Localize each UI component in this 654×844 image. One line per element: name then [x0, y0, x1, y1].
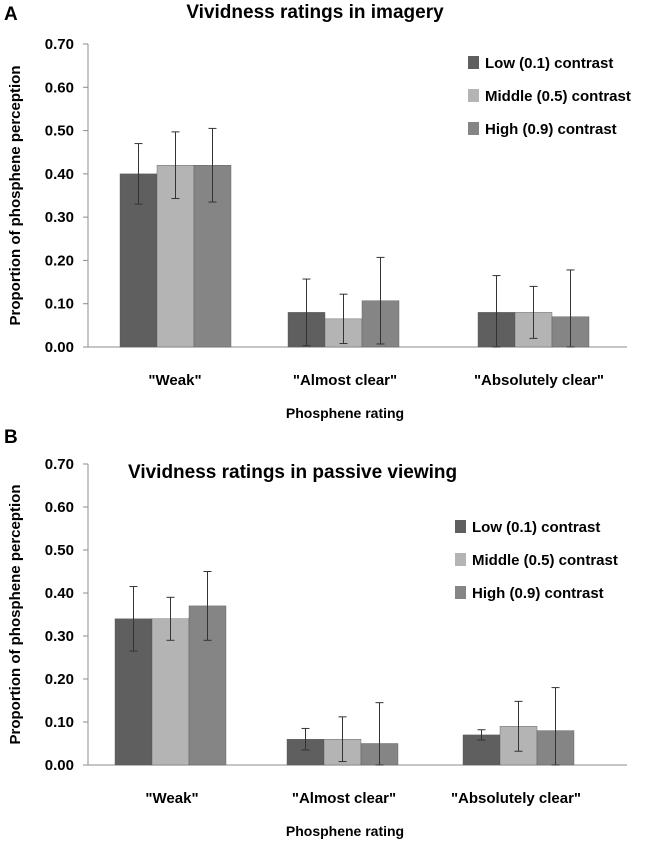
- y-tick-label: 0.40: [45, 585, 74, 602]
- bar: [193, 164, 232, 348]
- legend-label: High (0.9) contrast: [472, 585, 604, 602]
- panel-a: A Vividness ratings in imagery 0.00 0.10 0.2…: [4, 2, 631, 421]
- legend-swatch: [468, 56, 479, 69]
- legend-swatch: [455, 586, 466, 599]
- x-tick-label: "Weak": [145, 790, 198, 807]
- legend-label: High (0.9) contrast: [485, 121, 617, 138]
- y-tick-label: 0.70: [45, 36, 74, 53]
- y-tick-label: 0.30: [45, 628, 74, 645]
- y-tick-label: 0.00: [45, 339, 74, 356]
- x-tick-label: "Almost clear": [292, 790, 396, 807]
- chart-title: Vividness ratings in imagery: [186, 2, 444, 23]
- y-tick-label: 0.50: [45, 123, 74, 140]
- bar: [151, 618, 190, 766]
- legend: Low (0.1) contrast Middle (0.5) contrast H…: [455, 519, 618, 602]
- x-tick-label: "Almost clear": [293, 372, 397, 389]
- legend-swatch: [468, 89, 479, 102]
- y-tick-label: 0.20: [45, 252, 74, 269]
- y-axis-label: Proportion of phosphene perception: [7, 485, 24, 745]
- legend: Low (0.1) contrast Middle (0.5) contrast H…: [468, 55, 631, 138]
- y-tick-label: 0.30: [45, 209, 74, 226]
- panel-label: B: [4, 427, 18, 448]
- legend-label: Middle (0.5) contrast: [485, 88, 631, 105]
- x-axis-label: Phosphene rating: [286, 405, 404, 421]
- legend-swatch: [455, 520, 466, 533]
- y-tick-label: 0.40: [45, 166, 74, 183]
- legend-swatch: [455, 553, 466, 566]
- y-axis-label: Proportion of phosphene perception: [7, 66, 24, 326]
- x-tick-label: "Weak": [148, 372, 201, 389]
- panel-b: B Vividness ratings in passive viewing 0.0…: [4, 427, 627, 839]
- y-tick-label: 0.10: [45, 296, 74, 313]
- legend-label: Middle (0.5) contrast: [472, 552, 618, 569]
- x-axis-label: Phosphene rating: [286, 823, 404, 839]
- y-tick-label: 0.60: [45, 79, 74, 96]
- y-tick-label: 0.60: [45, 499, 74, 516]
- y-tick-label: 0.00: [45, 757, 74, 774]
- x-tick-label: "Absolutely clear": [451, 790, 581, 807]
- y-tick-label: 0.20: [45, 671, 74, 688]
- chart-title: Vividness ratings in passive viewing: [128, 462, 457, 483]
- x-tick-label: "Absolutely clear": [474, 372, 604, 389]
- legend-swatch: [468, 122, 479, 135]
- legend-label: Low (0.1) contrast: [485, 55, 613, 72]
- y-tick-label: 0.70: [45, 456, 74, 473]
- y-tick-label: 0.50: [45, 542, 74, 559]
- legend-label: Low (0.1) contrast: [472, 519, 600, 536]
- panel-label: A: [4, 4, 18, 25]
- y-tick-label: 0.10: [45, 714, 74, 731]
